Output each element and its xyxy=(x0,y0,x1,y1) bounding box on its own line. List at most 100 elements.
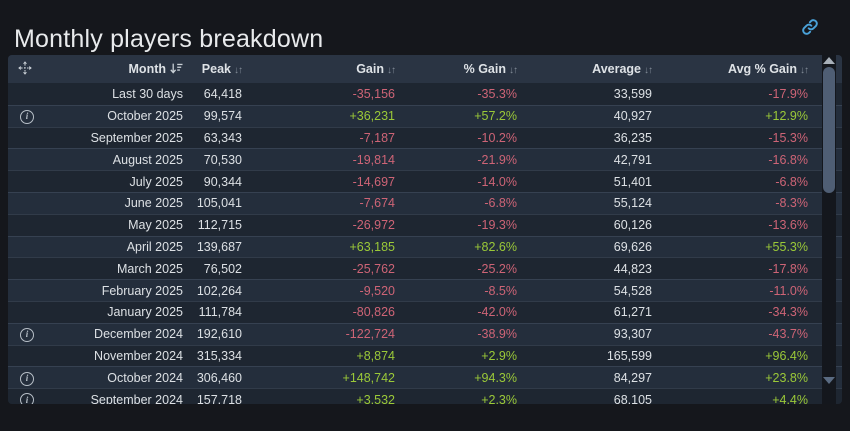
cell-month: August 2025 xyxy=(112,152,183,167)
row-info-cell: i xyxy=(8,370,42,386)
cell-month: September 2025 xyxy=(90,130,183,145)
cell-peak: 76,502 xyxy=(203,261,242,276)
cell-avg-gain-pct: +96.4% xyxy=(765,348,808,363)
cell-gain-pct: +94.3% xyxy=(474,370,517,385)
table-scrollbar[interactable] xyxy=(822,55,836,404)
cell-month: October 2025 xyxy=(107,109,183,124)
table-row: February 2025 102,264 -9,520 -8.5% 54,528 -11… xyxy=(8,279,842,301)
cell-peak: 139,687 xyxy=(196,239,242,254)
cell-avg-gain-pct: +12.9% xyxy=(765,109,808,124)
cell-gain: +63,185 xyxy=(349,239,395,254)
cell-gain-pct: -42.0% xyxy=(477,305,517,320)
scrollbar-thumb[interactable] xyxy=(823,67,835,193)
cell-gain-pct: +57.2% xyxy=(474,109,517,124)
cell-month: April 2025 xyxy=(126,239,183,254)
info-icon[interactable]: i xyxy=(20,371,34,386)
cell-gain-pct: -8.5% xyxy=(484,283,517,298)
cell-gain: -19,814 xyxy=(352,152,395,167)
cell-gain: +148,742 xyxy=(342,370,395,385)
cell-month: September 2024 xyxy=(90,392,183,404)
sort-both-icon: ↓↑ xyxy=(387,65,396,76)
cell-gain: -35,156 xyxy=(352,86,395,101)
cell-peak: 102,264 xyxy=(196,283,242,298)
scrollbar-up-arrow-icon[interactable] xyxy=(823,57,835,64)
column-header--gain[interactable]: % Gain ↓↑ xyxy=(401,62,523,76)
cell-average: 42,791 xyxy=(613,152,652,167)
cell-average: 69,626 xyxy=(613,239,652,254)
cell-average: 55,124 xyxy=(613,196,652,211)
cell-gain-pct: -10.2% xyxy=(477,130,517,145)
table-row: i December 2024 192,610 -122,724 -38.9% 93,30… xyxy=(8,322,842,345)
column-header-peak[interactable]: Peak ↓↑ xyxy=(189,62,248,76)
table-row: i September 2024 157,718 +3,532 +2.3% 68,105 +… xyxy=(8,388,842,404)
cell-peak: 111,784 xyxy=(198,305,242,320)
column-label: % Gain xyxy=(463,62,506,76)
cell-gain: -9,520 xyxy=(359,283,395,298)
cell-month: October 2024 xyxy=(107,370,183,385)
table-row: June 2025 105,041 -7,674 -6.8% 55,124 -8.3% xyxy=(8,191,842,214)
cell-average: 33,599 xyxy=(613,86,652,101)
cell-gain-pct: -35.3% xyxy=(477,86,517,101)
cell-month: Last 30 days xyxy=(112,86,183,101)
column-header-gain[interactable]: Gain ↓↑ xyxy=(248,62,401,76)
table-row: April 2025 139,687 +63,185 +82.6% 69,626 +55.… xyxy=(8,235,842,258)
cell-month: May 2025 xyxy=(128,218,183,233)
sort-both-icon: ↓↑ xyxy=(644,65,653,76)
cell-peak: 63,343 xyxy=(203,130,242,145)
cell-month: June 2025 xyxy=(124,196,183,211)
table-row: i October 2025 99,574 +36,231 +57.2% 40,927 +1… xyxy=(8,104,842,127)
cell-avg-gain-pct: -43.7% xyxy=(768,327,808,342)
column-drag-handle[interactable] xyxy=(8,60,42,78)
cell-gain: +3,532 xyxy=(356,392,395,404)
cell-avg-gain-pct: -16.8% xyxy=(768,152,808,167)
cell-month: February 2025 xyxy=(101,283,183,298)
cell-avg-gain-pct: -13.6% xyxy=(768,218,808,233)
cell-month: November 2024 xyxy=(94,348,183,363)
sort-both-icon: ↓↑ xyxy=(800,65,809,76)
cell-gain-pct: +82.6% xyxy=(474,239,517,254)
column-header-avg-gain[interactable]: Avg % Gain ↓↑ xyxy=(658,62,814,76)
sort-both-icon: ↓↑ xyxy=(234,65,243,76)
cell-gain: -25,762 xyxy=(352,261,395,276)
cell-average: 36,235 xyxy=(613,130,652,145)
cell-gain-pct: -19.3% xyxy=(477,218,517,233)
table-row: Last 30 days 64,418 -35,156 -35.3% 33,599 -17… xyxy=(8,83,842,105)
scrollbar-down-arrow-icon[interactable] xyxy=(823,377,835,384)
cell-average: 60,126 xyxy=(613,218,652,233)
table-row: March 2025 76,502 -25,762 -25.2% 44,823 -17.8… xyxy=(8,257,842,280)
cell-peak: 157,718 xyxy=(196,392,242,404)
table-row: August 2025 70,530 -19,814 -21.9% 42,791 -16.… xyxy=(8,148,842,171)
column-label: Avg % Gain xyxy=(728,62,797,76)
cell-avg-gain-pct: -34.3% xyxy=(768,305,808,320)
cell-average: 165,599 xyxy=(606,348,652,363)
cell-avg-gain-pct: +55.3% xyxy=(765,239,808,254)
cell-gain: -26,972 xyxy=(352,218,395,233)
column-label: Gain xyxy=(356,62,384,76)
cell-gain: +36,231 xyxy=(349,109,395,124)
cell-average: 44,823 xyxy=(613,261,652,276)
table-row: September 2025 63,343 -7,187 -10.2% 36,235 -1… xyxy=(8,126,842,149)
sort-descending-icon xyxy=(166,62,183,76)
cell-average: 54,528 xyxy=(613,283,652,298)
cell-avg-gain-pct: +23.8% xyxy=(765,370,808,385)
table-row: November 2024 315,334 +8,874 +2.9% 165,599 +9… xyxy=(8,344,842,367)
cell-gain: -80,826 xyxy=(352,305,395,320)
column-label: Peak xyxy=(201,62,231,76)
row-info-cell: i xyxy=(8,108,42,124)
column-header-month[interactable]: Month xyxy=(42,62,189,76)
table-row: January 2025 111,784 -80,826 -42.0% 61,271 -3… xyxy=(8,300,842,323)
cell-peak: 90,344 xyxy=(203,174,242,189)
info-icon[interactable]: i xyxy=(20,327,34,342)
cell-avg-gain-pct: +4.4% xyxy=(772,392,808,404)
info-icon[interactable]: i xyxy=(20,393,34,404)
cell-gain: +8,874 xyxy=(356,348,395,363)
permalink-button[interactable] xyxy=(800,18,820,39)
cell-gain: -122,724 xyxy=(345,327,395,342)
info-icon[interactable]: i xyxy=(20,109,34,124)
column-header-average[interactable]: Average ↓↑ xyxy=(523,62,658,76)
move-icon xyxy=(18,60,32,78)
cell-peak: 112,715 xyxy=(197,218,242,233)
cell-avg-gain-pct: -6.8% xyxy=(775,174,808,189)
monthly-players-table: Month Peak ↓↑ Gain ↓↑% Gain ↓↑ Average ↓↑ Avg % … xyxy=(8,55,842,404)
cell-gain: -7,674 xyxy=(359,196,395,211)
